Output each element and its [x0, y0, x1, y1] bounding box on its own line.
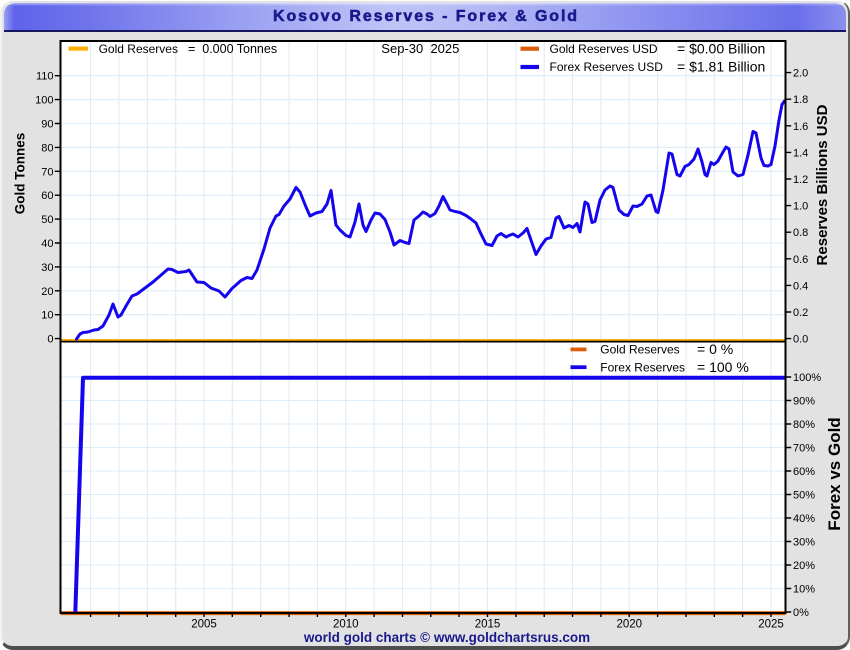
svg-text:10: 10 [41, 310, 53, 322]
svg-text:10%: 10% [793, 584, 815, 596]
svg-text:30%: 30% [793, 537, 815, 549]
svg-text:80: 80 [41, 142, 53, 154]
svg-text:30: 30 [41, 262, 53, 274]
svg-text:100%: 100% [793, 372, 821, 384]
svg-text:1.0: 1.0 [793, 201, 808, 213]
svg-text:0.8: 0.8 [793, 227, 808, 239]
svg-text:20%: 20% [793, 560, 815, 572]
svg-text:40%: 40% [793, 513, 815, 525]
svg-text:2005: 2005 [191, 619, 217, 631]
svg-text:= 0.000 Tonnes: = 0.000 Tonnes [188, 42, 277, 56]
svg-text:= $0.00 Billion: = $0.00 Billion [677, 41, 765, 57]
svg-text:Gold Tonnes: Gold Tonnes [13, 133, 28, 215]
svg-text:0.0: 0.0 [793, 334, 808, 346]
svg-text:2025: 2025 [758, 619, 784, 631]
svg-text:0.4: 0.4 [793, 280, 808, 292]
svg-text:110: 110 [36, 71, 54, 83]
svg-text:70: 70 [41, 166, 53, 178]
svg-text:Reserves Billions USD: Reserves Billions USD [814, 104, 831, 265]
svg-text:Sep-30 2025: Sep-30 2025 [381, 41, 459, 56]
svg-text:Gold Reserves USD: Gold Reserves USD [550, 42, 658, 56]
svg-text:50%: 50% [793, 490, 815, 502]
svg-text:50: 50 [41, 214, 53, 226]
svg-text:1.2: 1.2 [793, 174, 808, 186]
svg-text:2015: 2015 [475, 619, 501, 631]
svg-text:20: 20 [41, 286, 53, 298]
svg-text:0%: 0% [793, 607, 809, 619]
svg-text:60%: 60% [793, 466, 815, 478]
svg-text:Forex vs Gold: Forex vs Gold [825, 417, 844, 530]
svg-text:2.0: 2.0 [793, 68, 808, 80]
svg-text:70%: 70% [793, 443, 815, 455]
svg-text:= 100 %: = 100 % [697, 359, 749, 375]
svg-text:2020: 2020 [616, 619, 642, 631]
svg-text:Gold Reserves: Gold Reserves [99, 42, 178, 56]
svg-text:1.6: 1.6 [793, 121, 808, 133]
svg-text:= $1.81 Billion: = $1.81 Billion [677, 59, 765, 75]
svg-text:1.4: 1.4 [793, 147, 808, 159]
svg-text:90%: 90% [793, 396, 815, 408]
svg-text:Forex Reserves: Forex Reserves [600, 361, 685, 375]
svg-text:90: 90 [41, 119, 53, 131]
svg-text:0.2: 0.2 [793, 307, 808, 319]
svg-text:80%: 80% [793, 419, 815, 431]
svg-text:Forex Reserves USD: Forex Reserves USD [550, 60, 664, 74]
svg-text:60: 60 [41, 190, 53, 202]
svg-text:Gold Reserves: Gold Reserves [600, 343, 679, 357]
svg-text:40: 40 [41, 238, 53, 250]
svg-text:2010: 2010 [333, 619, 359, 631]
svg-text:1.8: 1.8 [793, 94, 808, 106]
svg-text:100: 100 [35, 95, 53, 107]
svg-text:= 0 %: = 0 % [697, 341, 733, 357]
svg-text:0.6: 0.6 [793, 254, 808, 266]
svg-text:0: 0 [47, 334, 53, 346]
